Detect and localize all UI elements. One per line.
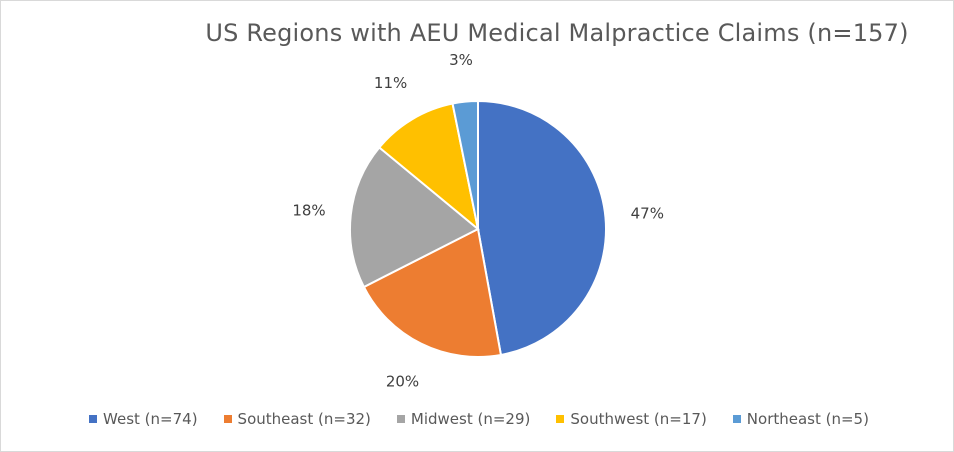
legend-label-west: West (n=74) — [103, 410, 198, 428]
legend-item-west: West (n=74) — [89, 410, 198, 428]
pie-chart: 47% 20% 18% 11% 3% — [292, 51, 664, 390]
data-label-northeast: 3% — [449, 51, 473, 69]
chart-title: US Regions with AEU Medical Malpractice … — [205, 19, 909, 47]
legend-item-southwest: Southwest (n=17) — [556, 410, 707, 428]
data-label-southwest: 11% — [374, 74, 407, 92]
chart-legend: West (n=74) Southeast (n=32) Midwest (n=29… — [1, 410, 953, 428]
legend-label-southwest: Southwest (n=17) — [570, 410, 707, 428]
legend-label-northeast: Northeast (n=5) — [746, 410, 869, 428]
legend-swatch-west — [89, 415, 98, 423]
pie-slices — [349, 99, 607, 358]
pie-slice-midwest — [349, 146, 480, 289]
legend-item-midwest: Midwest (n=29) — [396, 410, 531, 428]
data-label-southeast: 20% — [386, 372, 419, 390]
legend-swatch-southwest — [556, 415, 565, 423]
pie-slice-northeast — [451, 99, 479, 230]
pie-data-labels: 47% 20% 18% 11% 3% — [292, 51, 664, 390]
legend-label-southeast: Southeast (n=32) — [237, 410, 371, 428]
pie-slice-southwest — [377, 102, 480, 232]
pie-slice-west — [477, 99, 607, 357]
legend-item-southeast: Southeast (n=32) — [223, 410, 371, 428]
pie-slice-southeast — [362, 227, 503, 358]
legend-swatch-northeast — [732, 415, 741, 423]
legend-label-midwest: Midwest (n=29) — [410, 410, 531, 428]
data-label-west: 47% — [631, 205, 664, 223]
data-label-midwest: 18% — [292, 201, 325, 219]
legend-swatch-midwest — [396, 415, 405, 423]
legend-swatch-southeast — [223, 415, 232, 423]
legend-item-northeast: Northeast (n=5) — [732, 410, 869, 428]
